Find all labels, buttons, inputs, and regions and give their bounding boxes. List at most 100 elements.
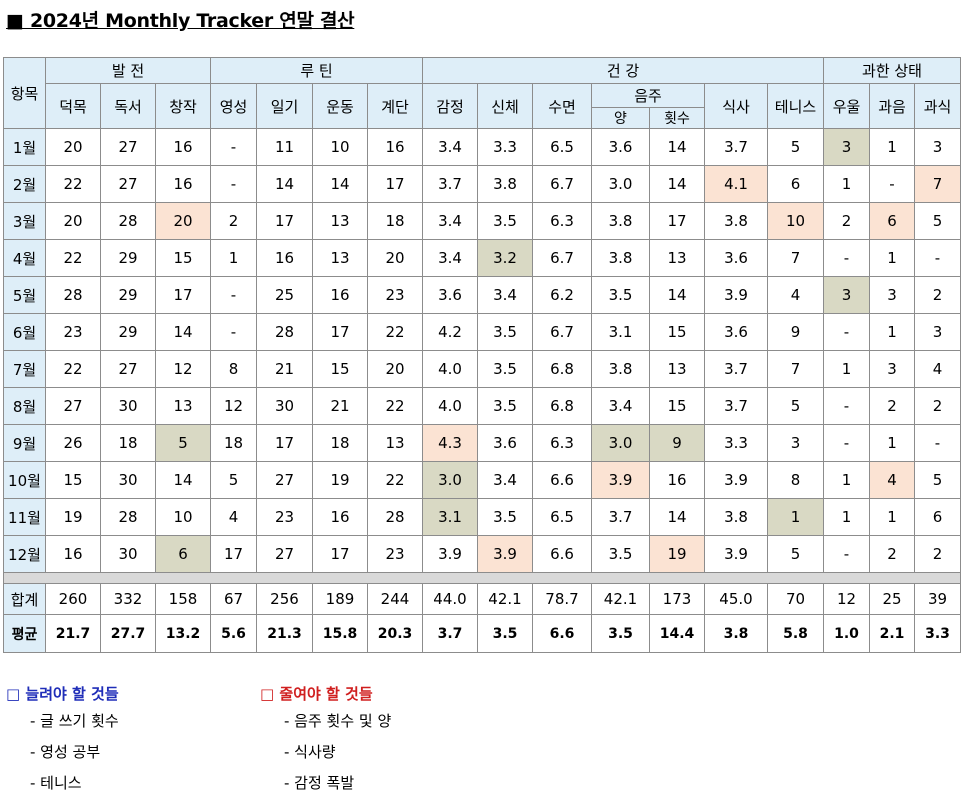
cell: 20 (367, 350, 423, 388)
cell: 23 (45, 313, 101, 351)
cell: 3.5 (477, 614, 533, 653)
cell: 3 (869, 350, 915, 388)
cell: 5 (914, 461, 961, 499)
cell: 3.3 (477, 128, 533, 166)
cell: 6.6 (532, 461, 592, 499)
cell: 3.5 (477, 313, 533, 351)
cell: 28 (367, 498, 423, 536)
cell: 13 (649, 239, 705, 277)
cell: 7 (767, 239, 824, 277)
cell: 5 (767, 387, 824, 425)
cell: 67 (210, 583, 257, 615)
cell: 26 (45, 424, 101, 462)
cell: 13 (312, 202, 368, 240)
cell: 30 (100, 535, 156, 573)
increase-item: - 테니스 (30, 774, 82, 792)
cell: 6.7 (532, 239, 592, 277)
cell: 3.9 (422, 535, 478, 573)
cell: 3.9 (704, 276, 768, 314)
cell: 1 (823, 165, 870, 203)
col-header: 영성 (210, 83, 257, 129)
cell: 22 (367, 387, 423, 425)
cell: 3.7 (704, 387, 768, 425)
cell: 18 (210, 424, 257, 462)
cell: 1 (869, 424, 915, 462)
cell: 6.5 (532, 128, 592, 166)
cell: 3.0 (591, 165, 650, 203)
cell: 14 (155, 313, 211, 351)
table-row: 11월 19 28 10 4 23 16 28 3.1 3.5 6.5 3.7 14 3.8 1 1 1 6 (3, 498, 961, 536)
col-header: 운동 (312, 83, 368, 129)
cell: 3.8 (704, 202, 768, 240)
cell: 17 (155, 276, 211, 314)
table-row: 8월 27 30 13 12 30 21 22 4.0 3.5 6.8 3.4 15 3.7 5-2 2 (3, 387, 961, 425)
cell: 6.7 (532, 165, 592, 203)
cell: 6 (914, 498, 961, 536)
row-label: 3월 (3, 202, 46, 240)
cell: 39 (914, 583, 961, 615)
cell: 10 (767, 202, 824, 240)
cell: 5 (210, 461, 257, 499)
cell: 18 (312, 424, 368, 462)
cell: 19 (649, 535, 705, 573)
cell: 15 (312, 350, 368, 388)
header-row-label: 항목 (3, 57, 46, 129)
col-subheader-drink-amount: 양 (591, 107, 650, 129)
cell: 1 (767, 498, 824, 536)
cell: 3.8 (591, 239, 650, 277)
cell: 3.6 (422, 276, 478, 314)
cell: 23 (367, 535, 423, 573)
cell: 6 (869, 202, 915, 240)
cell: 10 (155, 498, 211, 536)
cell: 12 (823, 583, 870, 615)
cell: 27 (100, 128, 156, 166)
cell: 22 (45, 350, 101, 388)
cell: 16 (367, 128, 423, 166)
table-row: 10월 15 30 14 5 27 19 22 3.0 3.4 6.6 3.9 16 3.9 8 1 4 5 (3, 461, 961, 499)
cell: 3.5 (591, 614, 650, 653)
row-label: 4월 (3, 239, 46, 277)
cell: - (914, 239, 961, 277)
cell: 21.3 (256, 614, 313, 653)
cell: 18 (367, 202, 423, 240)
cell: 12 (210, 387, 257, 425)
cell: 7 (914, 165, 961, 203)
cell: 3.8 (591, 202, 650, 240)
col-header: 신체 (477, 83, 533, 129)
cell: 30 (100, 461, 156, 499)
cell: 3.8 (591, 350, 650, 388)
cell: 1 (869, 498, 915, 536)
cell: - (210, 165, 257, 203)
table-row: 7월 22 27 12 8 21 15 20 4.0 3.5 6.8 3.8 13 3.7 7 1 3 4 (3, 350, 961, 388)
cell: 2 (914, 276, 961, 314)
row-label: 합계 (3, 583, 46, 615)
cell: 1.0 (823, 614, 870, 653)
cell: 28 (100, 498, 156, 536)
cell: 21 (256, 350, 313, 388)
cell: 14 (649, 128, 705, 166)
cell: 18 (100, 424, 156, 462)
cell: 42.1 (477, 583, 533, 615)
cell: 23 (256, 498, 313, 536)
cell: 4 (767, 276, 824, 314)
cell: 17 (312, 313, 368, 351)
cell: 8 (767, 461, 824, 499)
cell: 27 (256, 461, 313, 499)
cell: 13 (649, 350, 705, 388)
cell: 13.2 (155, 614, 211, 653)
cell: 20.3 (367, 614, 423, 653)
cell: 1 (869, 239, 915, 277)
cell: 19 (312, 461, 368, 499)
cell: 27.7 (100, 614, 156, 653)
cell: 4 (210, 498, 257, 536)
cell: 3.8 (704, 614, 768, 653)
cell: 244 (367, 583, 423, 615)
cell: 3.5 (477, 350, 533, 388)
cell: 2 (823, 202, 870, 240)
cell: 3 (914, 128, 961, 166)
cell: 3.5 (591, 276, 650, 314)
cell: 4.3 (422, 424, 478, 462)
cell: 15 (649, 313, 705, 351)
cell: - (210, 128, 257, 166)
summary-row-total: 합계 260 332 158 67 256 189 244 44.0 42.1 78.7 42.1 17… (3, 583, 961, 615)
